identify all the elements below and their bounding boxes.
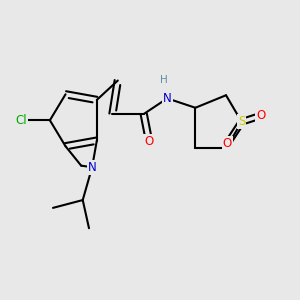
- Text: N: N: [88, 161, 97, 174]
- Text: O: O: [256, 109, 266, 122]
- Text: Cl: Cl: [15, 114, 27, 127]
- Text: S: S: [238, 115, 245, 128]
- Text: O: O: [223, 137, 232, 150]
- Text: O: O: [144, 135, 154, 148]
- Text: H: H: [160, 75, 167, 85]
- Text: N: N: [163, 92, 172, 105]
